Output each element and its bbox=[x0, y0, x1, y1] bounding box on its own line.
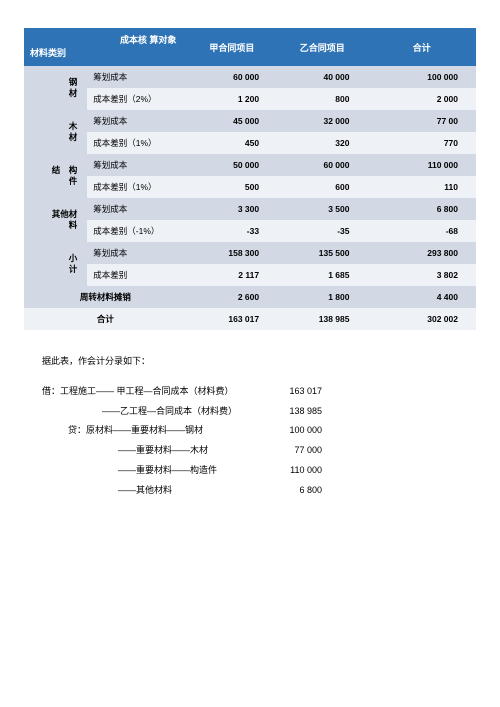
value-cell: 293 800 bbox=[367, 242, 476, 264]
entry-text: 贷：原材料——重要材料——钢材 bbox=[68, 421, 203, 441]
value-cell: 135 500 bbox=[277, 242, 367, 264]
value-cell: 110 bbox=[367, 176, 476, 198]
value-cell: 3 802 bbox=[367, 264, 476, 286]
item-label: 成本差别（1%） bbox=[87, 132, 186, 154]
header-row: 成本核 算对象 材料类别 甲合同项目 乙合同项目 合计 bbox=[24, 28, 476, 66]
value-cell: 60 000 bbox=[277, 154, 367, 176]
intro-text: 据此表，作会计分录如下： bbox=[42, 352, 476, 372]
value-cell: 110 000 bbox=[367, 154, 476, 176]
value-cell: 2 600 bbox=[187, 286, 277, 308]
category-cell: 小计 bbox=[24, 242, 87, 286]
value-cell: 77 00 bbox=[367, 110, 476, 132]
hdr-total: 合计 bbox=[367, 28, 476, 66]
value-cell: 6 800 bbox=[367, 198, 476, 220]
value-cell: 60 000 bbox=[187, 66, 277, 88]
entry-text: ——重要材料——木材 bbox=[118, 441, 208, 461]
table-row: 成本差别2 1171 6853 802 bbox=[24, 264, 476, 286]
value-cell: 138 985 bbox=[277, 308, 367, 330]
hdr-subject: 成本核 算对象 材料类别 bbox=[24, 28, 187, 66]
value-cell: 302 002 bbox=[367, 308, 476, 330]
value-cell: 2 117 bbox=[187, 264, 277, 286]
value-cell: 450 bbox=[187, 132, 277, 154]
item-label: 成本差别（-1%） bbox=[87, 220, 186, 242]
value-cell: 320 bbox=[277, 132, 367, 154]
item-label: 成本差别（1%） bbox=[87, 176, 186, 198]
entry-amount: 100 000 bbox=[268, 421, 322, 441]
footer-row: 合计163 017138 985302 002 bbox=[24, 308, 476, 330]
value-cell: 40 000 bbox=[277, 66, 367, 88]
table-row: 成本差别（2%）1 2008002 000 bbox=[24, 88, 476, 110]
value-cell: 163 017 bbox=[187, 308, 277, 330]
value-cell: 500 bbox=[187, 176, 277, 198]
value-cell: -68 bbox=[367, 220, 476, 242]
table-row: 成本差别（1%）500600110 bbox=[24, 176, 476, 198]
entry-amount: 6 800 bbox=[268, 481, 322, 501]
footer-label: 合计 bbox=[24, 308, 187, 330]
journal-line: ——重要材料——构造件 110 000 bbox=[42, 461, 322, 481]
table-row: 其他材料筹划成本3 3003 5006 800 bbox=[24, 198, 476, 220]
entry-text: 借：工程施工—— 甲工程—合同成本（材料费） bbox=[42, 382, 234, 402]
item-label: 筹划成本 bbox=[87, 110, 186, 132]
value-cell: 32 000 bbox=[277, 110, 367, 132]
journal-line: 借：工程施工—— 甲工程—合同成本（材料费） 163 017 bbox=[42, 382, 322, 402]
footer-label: 周转材料摊销 bbox=[24, 286, 187, 308]
category-cell: 木材 bbox=[24, 110, 87, 154]
entry-amount: 77 000 bbox=[268, 441, 322, 461]
table-row: 成本差别（-1%）-33-35-68 bbox=[24, 220, 476, 242]
value-cell: 100 000 bbox=[367, 66, 476, 88]
table-row: 结 构件筹划成本50 00060 000110 000 bbox=[24, 154, 476, 176]
value-cell: 3 500 bbox=[277, 198, 367, 220]
category-cell: 其他材料 bbox=[24, 198, 87, 242]
value-cell: 2 000 bbox=[367, 88, 476, 110]
entry-text: ——重要材料——构造件 bbox=[118, 461, 217, 481]
entry-text: ——其他材料 bbox=[118, 481, 172, 501]
cost-table: 成本核 算对象 材料类别 甲合同项目 乙合同项目 合计 钢材筹划成本60 000… bbox=[24, 28, 476, 330]
item-label: 筹划成本 bbox=[87, 242, 186, 264]
journal-entries: 据此表，作会计分录如下： 借：工程施工—— 甲工程—合同成本（材料费） 163 0… bbox=[24, 352, 476, 501]
item-label: 筹划成本 bbox=[87, 66, 186, 88]
value-cell: 50 000 bbox=[187, 154, 277, 176]
item-label: 成本差别（2%） bbox=[87, 88, 186, 110]
category-cell: 钢材 bbox=[24, 66, 87, 110]
journal-line: 贷：原材料——重要材料——钢材 100 000 bbox=[42, 421, 322, 441]
value-cell: 3 300 bbox=[187, 198, 277, 220]
value-cell: -33 bbox=[187, 220, 277, 242]
entry-amount: 163 017 bbox=[268, 382, 322, 402]
table-row: 小计筹划成本158 300135 500293 800 bbox=[24, 242, 476, 264]
value-cell: 800 bbox=[277, 88, 367, 110]
entry-text: ——乙工程—合同成本（材料费） bbox=[102, 402, 237, 422]
value-cell: 158 300 bbox=[187, 242, 277, 264]
item-label: 成本差别 bbox=[87, 264, 186, 286]
journal-line: ——其他材料 6 800 bbox=[42, 481, 322, 501]
value-cell: 600 bbox=[277, 176, 367, 198]
category-cell: 结 构件 bbox=[24, 154, 87, 198]
value-cell: 1 800 bbox=[277, 286, 367, 308]
value-cell: 45 000 bbox=[187, 110, 277, 132]
value-cell: 1 200 bbox=[187, 88, 277, 110]
item-label: 筹划成本 bbox=[87, 198, 186, 220]
journal-line: ——乙工程—合同成本（材料费） 138 985 bbox=[42, 402, 322, 422]
value-cell: 770 bbox=[367, 132, 476, 154]
value-cell: -35 bbox=[277, 220, 367, 242]
footer-row: 周转材料摊销2 6001 8004 400 bbox=[24, 286, 476, 308]
journal-line: ——重要材料——木材 77 000 bbox=[42, 441, 322, 461]
item-label: 筹划成本 bbox=[87, 154, 186, 176]
hdr-b: 乙合同项目 bbox=[277, 28, 367, 66]
entry-amount: 110 000 bbox=[268, 461, 322, 481]
table-row: 成本差别（1%）450320770 bbox=[24, 132, 476, 154]
value-cell: 4 400 bbox=[367, 286, 476, 308]
table-row: 木材筹划成本45 00032 00077 00 bbox=[24, 110, 476, 132]
value-cell: 1 685 bbox=[277, 264, 367, 286]
entry-amount: 138 985 bbox=[268, 402, 322, 422]
hdr-a: 甲合同项目 bbox=[187, 28, 277, 66]
table-row: 钢材筹划成本60 00040 000100 000 bbox=[24, 66, 476, 88]
